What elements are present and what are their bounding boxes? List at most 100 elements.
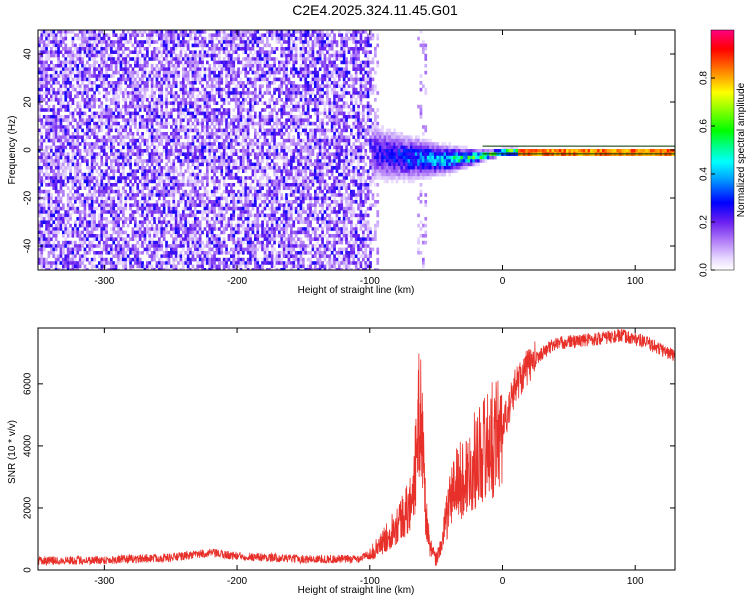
heatmap-cell (50, 251, 53, 255)
heatmap-cell (148, 193, 152, 197)
heatmap-cell (124, 254, 128, 258)
heatmap-cell (74, 206, 77, 211)
heatmap-cell (54, 111, 58, 116)
heatmap-cell (254, 166, 257, 170)
heatmap-cell (83, 200, 87, 204)
heatmap-cell (62, 217, 65, 221)
heatmap-cell (64, 84, 68, 88)
heatmap-cell (201, 155, 204, 160)
heatmap-cell (122, 125, 125, 129)
heatmap-cell (62, 104, 65, 109)
heatmap-cell (256, 247, 260, 252)
heatmap-cell (107, 237, 111, 241)
heatmap-cell (268, 145, 272, 150)
heatmap-cell (155, 193, 159, 197)
heatmap-cell (93, 186, 96, 190)
heatmap-cell (249, 40, 252, 44)
heatmap-cell (261, 200, 264, 204)
heatmap-cell (100, 169, 104, 173)
heatmap-cell (220, 193, 224, 197)
heatmap-cell (90, 227, 94, 231)
heatmap-cell (230, 227, 233, 231)
heatmap-cell (146, 186, 149, 190)
heatmap-cell (45, 172, 48, 177)
heatmap-cell (210, 145, 214, 150)
heatmap-cell (186, 196, 190, 201)
heatmap-cell (167, 142, 171, 146)
heatmap-cell (143, 200, 147, 204)
heatmap-cell (129, 84, 132, 88)
heatmap-cell (167, 230, 171, 235)
heatmap-cell (246, 155, 250, 160)
heatmap-cell (155, 67, 159, 71)
heatmap-cell (191, 135, 195, 139)
heatmap-cell (52, 111, 56, 116)
heatmap-cell (40, 220, 44, 224)
heatmap-cell (134, 159, 137, 163)
heatmap-cell (222, 251, 226, 255)
heatmap-cell (234, 74, 238, 78)
heatmap-cell (93, 155, 96, 160)
heatmap-cell (62, 234, 65, 238)
heatmap-cell (90, 53, 94, 58)
heatmap-cell (69, 74, 72, 78)
heatmap-cell (124, 240, 128, 245)
heatmap-cell (100, 220, 104, 224)
heatmap-cell (206, 200, 209, 204)
heatmap-cell (167, 43, 171, 48)
heatmap-cell (81, 118, 84, 122)
heatmap-cell (138, 98, 142, 102)
heatmap-cell (198, 145, 202, 150)
heatmap-cell (189, 166, 192, 170)
heatmap-cell (54, 50, 58, 54)
heatmap-cell (232, 193, 236, 197)
heatmap-cell (148, 227, 152, 231)
heatmap-cell (88, 57, 92, 61)
heatmap-cell (244, 132, 248, 136)
heatmap-cell (160, 50, 164, 54)
heatmap-cell (81, 36, 84, 41)
heatmap-cell (210, 210, 214, 214)
heatmap-cell (203, 132, 207, 136)
heatmap-cell (186, 145, 190, 150)
heatmap-cell (88, 142, 92, 146)
heatmap-cell (71, 240, 75, 245)
heatmap-cell (155, 227, 159, 231)
heatmap-cell (239, 166, 243, 170)
heatmap-cell (179, 104, 183, 109)
heatmap-cell (141, 203, 144, 207)
heatmap-cell (194, 189, 197, 194)
heatmap-cell (196, 128, 200, 133)
heatmap-cell (98, 70, 101, 75)
heatmap-cell (215, 257, 219, 262)
heatmap-cell (191, 213, 195, 218)
heatmap-cell (95, 189, 99, 194)
heatmap-cell (263, 142, 267, 146)
heatmap-cell (251, 36, 255, 41)
heatmap-cell (93, 125, 96, 129)
heatmap-cell (141, 220, 144, 224)
heatmap-cell (86, 244, 89, 248)
heatmap-cell (251, 254, 255, 258)
heatmap-cell (196, 247, 200, 252)
heatmap-cell (256, 166, 260, 170)
heatmap-cell (179, 101, 183, 105)
heatmap-cell (136, 64, 140, 68)
heatmap-cell (227, 183, 231, 187)
heatmap-cell (76, 121, 80, 126)
heatmap-cell (52, 36, 56, 41)
heatmap-cell (93, 101, 96, 105)
heatmap-cell (232, 108, 236, 112)
heatmap-cell (186, 118, 190, 122)
heatmap-cell (158, 138, 161, 143)
heatmap-cell (129, 101, 132, 105)
heatmap-cell (54, 186, 58, 190)
heatmap-cell (47, 240, 51, 245)
heatmap-cell (122, 30, 125, 34)
heatmap-cell (170, 138, 173, 143)
heatmap-cell (222, 47, 226, 51)
heatmap-cell (86, 220, 89, 224)
heatmap-cell (57, 115, 60, 119)
heatmap-cell (266, 84, 269, 88)
heatmap-cell (143, 108, 147, 112)
